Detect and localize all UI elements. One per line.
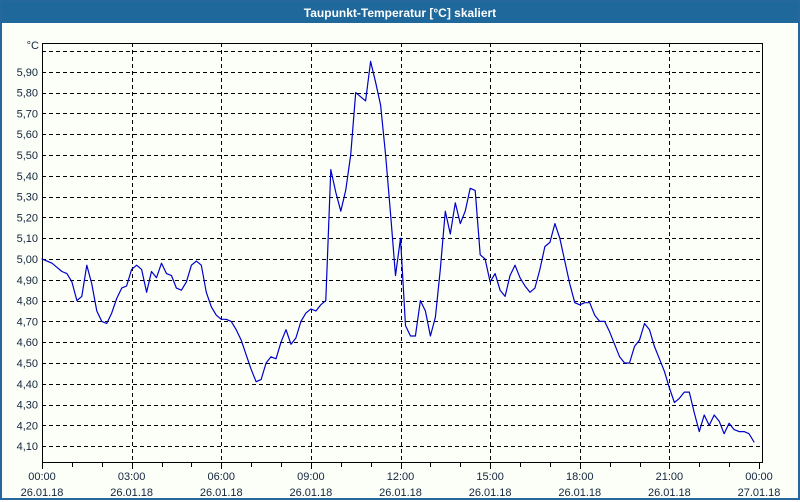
- y-tick-label: 4,10: [17, 441, 38, 453]
- x-tick-date-label: 26.01.18: [289, 487, 332, 499]
- y-tick-label: 5,40: [17, 171, 38, 183]
- x-tick-date-label: 27.01.18: [738, 487, 781, 499]
- window-title: Taupunkt-Temperatur [°C] skaliert: [303, 5, 497, 20]
- y-tick-label: 5,80: [17, 88, 38, 100]
- y-tick-label: 5,60: [17, 129, 38, 141]
- x-tick-date-label: 26.01.18: [200, 487, 243, 499]
- x-tick-date-label: 26.01.18: [558, 487, 601, 499]
- dewpoint-series-line: [41, 60, 755, 443]
- x-axis-ticks: [42, 462, 760, 469]
- y-tick-label: 4,60: [17, 337, 38, 349]
- x-tick-time-label: 15:00: [476, 471, 504, 483]
- gridlines: [42, 43, 762, 462]
- y-tick-label: 5,20: [17, 212, 38, 224]
- x-tick-time-label: 09:00: [297, 471, 325, 483]
- y-tick-label: 5,30: [17, 192, 38, 204]
- y-tick-label: 5,90: [17, 67, 38, 79]
- x-tick-date-label: 26.01.18: [379, 487, 422, 499]
- y-tick-label: 5,00: [17, 254, 38, 266]
- x-tick-time-label: 00:00: [745, 471, 773, 483]
- x-tick-date-label: 26.01.18: [648, 487, 691, 499]
- y-axis-unit-label: °C: [27, 40, 39, 52]
- y-tick-label: 4,70: [17, 316, 38, 328]
- x-tick-time-label: 06:00: [207, 471, 235, 483]
- y-tick-label: 4,90: [17, 275, 38, 287]
- x-tick-time-label: 18:00: [566, 471, 594, 483]
- x-tick-time-label: 00:00: [28, 471, 56, 483]
- x-tick-time-label: 21:00: [656, 471, 684, 483]
- x-axis-labels: 00:00 26.01.18 03:00 26.01.18 06:00 26.01.18 0…: [21, 471, 781, 499]
- window-title-bar[interactable]: Taupunkt-Temperatur [°C] skaliert: [2, 2, 798, 23]
- y-tick-label: 5,70: [17, 108, 38, 120]
- y-tick-label: 4,30: [17, 400, 38, 412]
- y-tick-label: 4,40: [17, 379, 38, 391]
- y-axis-labels: 5,90 5,80 5,70 5,60 5,50 5,40 5,30 5,20 5,10 5,00…: [17, 67, 38, 453]
- x-tick-time-label: 03:00: [118, 471, 146, 483]
- x-tick-time-label: 12:00: [387, 471, 415, 483]
- x-tick-date-label: 26.01.18: [469, 487, 512, 499]
- plot-border: [42, 43, 763, 463]
- x-tick-date-label: 26.01.18: [21, 487, 64, 499]
- x-tick-date-label: 26.01.18: [110, 487, 153, 499]
- y-tick-label: 5,50: [17, 150, 38, 162]
- y-tick-label: 5,10: [17, 233, 38, 245]
- y-tick-label: 4,20: [17, 420, 38, 432]
- y-tick-label: 4,50: [17, 358, 38, 370]
- y-tick-label: 4,80: [17, 296, 38, 308]
